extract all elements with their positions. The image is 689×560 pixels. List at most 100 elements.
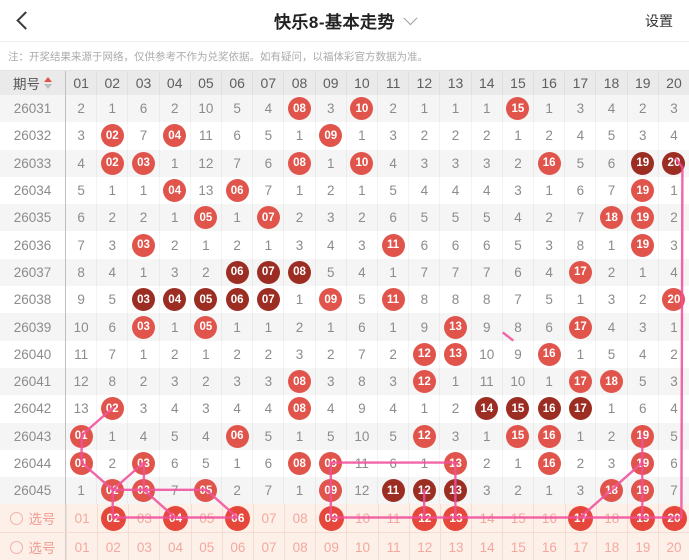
omission-cell: 3 <box>66 122 96 149</box>
selected-number[interactable]: 09 <box>318 505 344 531</box>
selectable-number[interactable]: 19 <box>635 539 651 555</box>
selected-number[interactable]: 02 <box>100 505 126 531</box>
omission-count: 4 <box>170 401 179 417</box>
omission-cell: 2 <box>314 176 346 205</box>
selectable-number[interactable]: 06 <box>230 539 246 555</box>
omission-count: 1 <box>264 237 273 253</box>
omission-count: 3 <box>420 155 429 171</box>
omission-count: 12 <box>73 374 89 390</box>
selectable-number[interactable]: 12 <box>417 539 433 555</box>
omission-cell: 08 <box>283 149 314 177</box>
selected-number[interactable]: 19 <box>630 505 656 531</box>
trend-table: 期号 01 02 03 04 05 06 07 08 09 10 11 12 13 14 15 16 17 18 1… <box>0 70 689 560</box>
omission-cell: 3 <box>345 231 377 259</box>
omission-cell: 18 <box>595 204 626 232</box>
selectable-number[interactable]: 18 <box>604 510 620 526</box>
omission-cell: 4 <box>439 176 470 205</box>
drawn-number: 12 <box>412 370 436 394</box>
omission-count: 2 <box>233 346 241 362</box>
selectable-number[interactable]: 03 <box>136 539 152 555</box>
omission-count: 5 <box>420 210 429 226</box>
select-number-cell: 07 <box>252 504 284 533</box>
omission-cell: 1 <box>189 340 221 368</box>
selectable-number[interactable]: 05 <box>199 539 215 555</box>
selectable-number[interactable]: 07 <box>261 510 277 526</box>
select-radio[interactable] <box>9 511 23 525</box>
issue-sort-header[interactable]: 期号 <box>0 71 66 95</box>
omission-count: 6 <box>514 264 522 280</box>
selectable-number[interactable]: 20 <box>666 539 682 555</box>
drawn-number: 06 <box>225 424 249 448</box>
selected-number[interactable]: 04 <box>163 505 189 531</box>
selectable-number[interactable]: 10 <box>354 539 370 555</box>
table-row: 26032 3 02 7 04 11 6 5 1 09 1 3 2 2 2 1 2 4 5 3 4 <box>0 122 689 150</box>
selectable-number[interactable]: 09 <box>323 539 339 555</box>
selectable-number[interactable]: 04 <box>168 539 184 555</box>
omission-cell: 5 <box>595 340 626 368</box>
selectable-number[interactable]: 16 <box>541 539 557 555</box>
selectable-number[interactable]: 15 <box>510 510 526 526</box>
omission-count: 3 <box>389 128 397 144</box>
selectable-number[interactable]: 02 <box>105 539 121 555</box>
selectable-number[interactable]: 08 <box>292 539 308 555</box>
title-dropdown[interactable]: 快乐8-基本走势 <box>274 8 418 33</box>
omission-cell: 1 <box>96 176 127 205</box>
omission-count: 3 <box>264 374 273 390</box>
omission-cell: 5 <box>657 422 689 450</box>
column-header: 19 <box>626 71 658 95</box>
issue-number: 26032 <box>0 122 66 150</box>
selectable-number[interactable]: 07 <box>261 539 277 555</box>
omission-cell: 3 <box>221 367 252 396</box>
omission-count: 9 <box>77 292 85 308</box>
selectable-number[interactable]: 17 <box>573 539 589 555</box>
select-number-cell: 01 <box>66 504 97 533</box>
omission-cell: 08 <box>283 395 314 423</box>
omission-count: 1 <box>670 319 678 335</box>
selectable-number[interactable]: 11 <box>386 510 401 526</box>
drawn-number: 19 <box>631 479 655 503</box>
select-number-cell: 10 <box>346 533 377 560</box>
selected-number[interactable]: 06 <box>225 505 251 531</box>
selected-number[interactable]: 20 <box>661 505 687 531</box>
omission-count: 6 <box>389 456 397 471</box>
selectable-number[interactable]: 10 <box>354 510 370 526</box>
table-row: 26040 11 7 1 2 1 2 2 3 2 7 2 12 13 10 9 16 1 5 4 2 <box>0 340 689 368</box>
table-row: 26042 13 02 3 4 3 4 4 08 4 9 4 1 2 14 15 16 17 1 6 4 <box>0 395 689 423</box>
omission-cell: 7 <box>564 204 595 232</box>
select-number-cell: 09 <box>315 504 346 533</box>
selectable-number[interactable]: 18 <box>604 539 620 555</box>
selectable-number[interactable]: 01 <box>74 539 90 555</box>
drawn-number: 12 <box>412 342 436 366</box>
omission-count: 5 <box>639 374 647 390</box>
selectable-number[interactable]: 13 <box>448 539 464 555</box>
omission-cell: 3 <box>314 367 346 396</box>
issue-number: 26033 <box>0 149 66 177</box>
omission-cell: 7 <box>345 340 377 368</box>
omission-count: 6 <box>233 128 241 144</box>
selected-number[interactable]: 13 <box>443 505 469 531</box>
selectable-number[interactable]: 05 <box>199 510 215 526</box>
omission-cell: 04 <box>158 176 190 205</box>
selectable-number[interactable]: 11 <box>386 539 401 555</box>
selectable-number[interactable]: 14 <box>479 510 495 526</box>
selectable-number[interactable]: 15 <box>510 539 526 555</box>
settings-button[interactable]: 设置 <box>645 12 673 29</box>
selectable-number[interactable]: 03 <box>136 510 152 526</box>
omission-count: 2 <box>170 101 179 117</box>
omission-count: 3 <box>326 210 335 226</box>
select-radio[interactable] <box>9 540 23 554</box>
selected-number[interactable]: 12 <box>412 505 438 531</box>
drawn-number: 02 <box>100 124 124 148</box>
omission-count: 7 <box>139 128 148 144</box>
selectable-number[interactable]: 01 <box>74 510 90 526</box>
drawn-consecutive-number: 17 <box>568 397 592 421</box>
omission-count: 4 <box>389 155 397 171</box>
omission-cell: 5 <box>314 258 346 287</box>
selectable-number[interactable]: 08 <box>292 510 308 526</box>
selectable-number[interactable]: 16 <box>541 510 557 526</box>
selected-number[interactable]: 17 <box>568 505 594 531</box>
selectable-number[interactable]: 14 <box>479 539 495 555</box>
omission-count: 5 <box>607 128 616 144</box>
drawn-number: 16 <box>537 452 561 475</box>
back-button[interactable] <box>16 9 40 33</box>
